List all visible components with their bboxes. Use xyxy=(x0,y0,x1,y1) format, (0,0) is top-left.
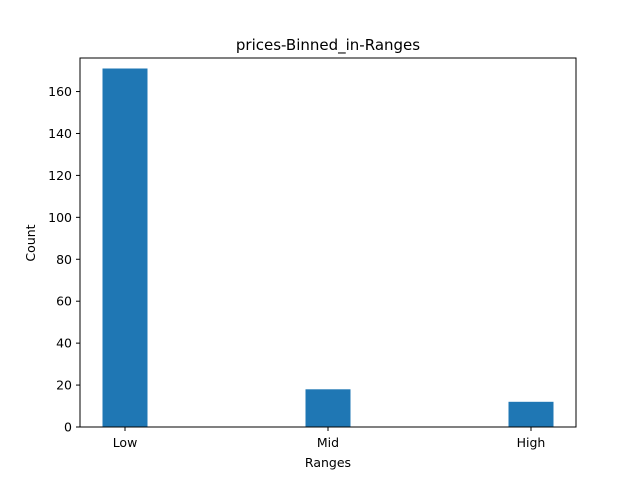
y-tick-label: 60 xyxy=(56,294,72,309)
y-axis-label: Count xyxy=(23,224,38,261)
y-tick-label: 80 xyxy=(56,252,72,267)
y-tick-label: 120 xyxy=(48,168,72,183)
y-axis: 0 20 40 60 80 100 120 140 160 xyxy=(48,84,80,435)
y-tick-label: 40 xyxy=(56,336,72,351)
x-tick-label-high: High xyxy=(517,435,546,450)
y-tick-label: 20 xyxy=(56,378,72,393)
y-tick-label: 100 xyxy=(48,210,72,225)
chart-title: prices-Binned_in-Ranges xyxy=(236,36,420,55)
plot-frame xyxy=(79,57,577,428)
x-axis-label: Ranges xyxy=(305,455,351,470)
y-tick-label: 140 xyxy=(48,126,72,141)
y-tick-label: 0 xyxy=(64,420,72,435)
x-tick-label-low: Low xyxy=(113,435,138,450)
x-axis: Low Mid High xyxy=(113,427,546,450)
bars-group xyxy=(102,68,554,427)
bar-high xyxy=(508,401,554,427)
bar-low xyxy=(102,68,148,427)
bar-mid xyxy=(305,389,351,427)
x-tick-label-mid: Mid xyxy=(317,435,339,450)
y-tick-label: 160 xyxy=(48,84,72,99)
